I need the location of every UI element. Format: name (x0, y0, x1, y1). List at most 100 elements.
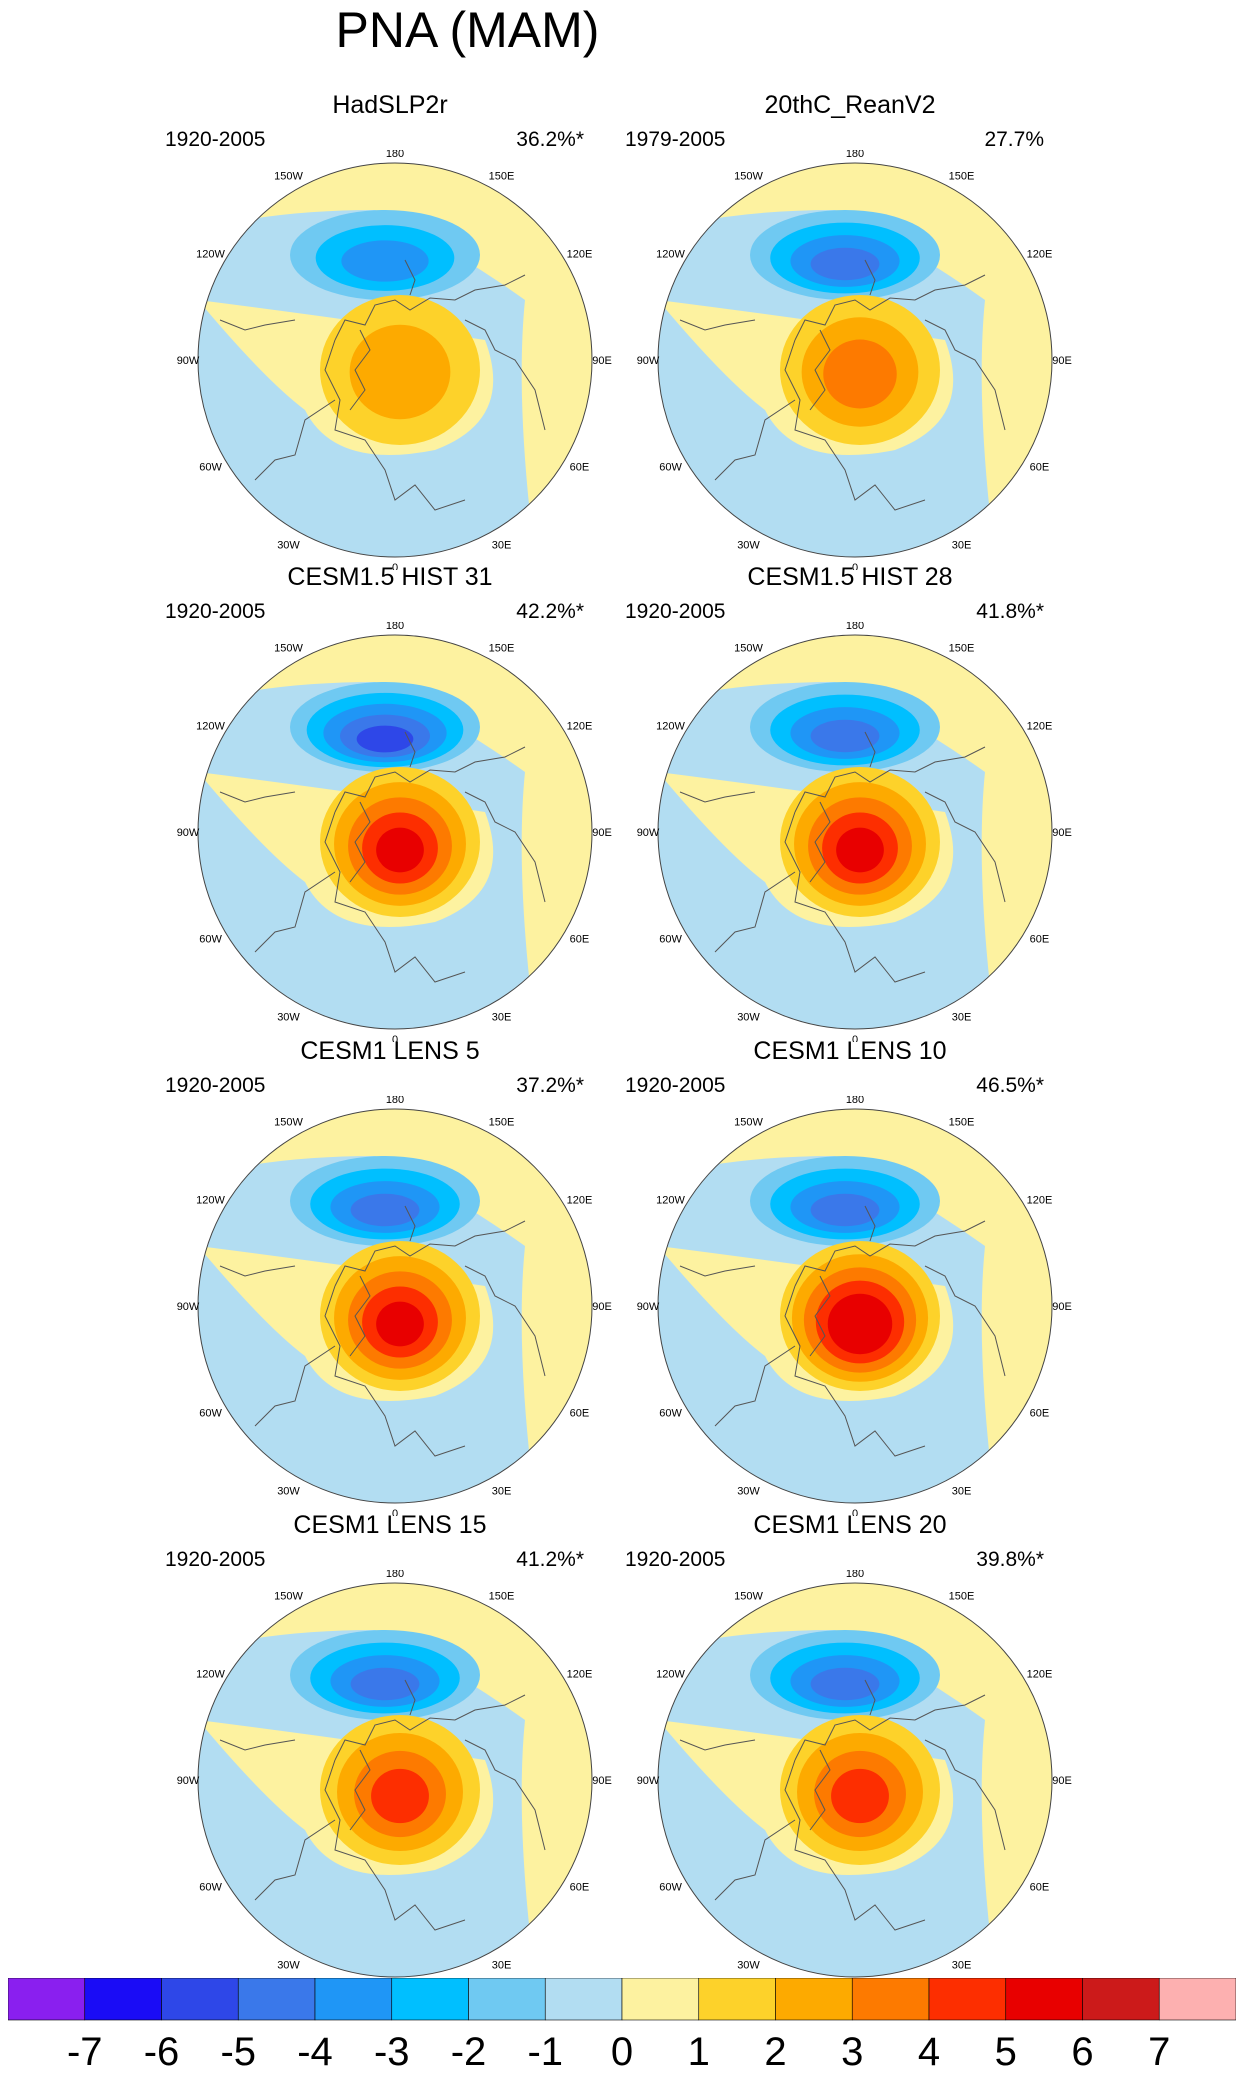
coastline (864, 1679, 876, 1716)
colorbar-tick-label: -3 (373, 2030, 410, 2074)
panel-title: CESM1.5 HIST 31 (287, 563, 493, 591)
positive-anomaly-region (198, 163, 592, 557)
colorbar-labels: -7 -6 -5 -4 -3 -2 -1 0 1 2 3 4 5 6 7 (8, 2030, 1232, 2080)
longitude-label: 60W (199, 1882, 222, 1894)
longitude-label: 30E (952, 1485, 972, 1497)
longitude-label: 0 (852, 562, 858, 570)
coastline (784, 811, 926, 983)
coastline (219, 791, 296, 803)
coastline (349, 801, 371, 883)
colorbar-tick-label: -1 (527, 2030, 564, 2074)
map-panel: 20thC_ReanV2 1979-2005 27.7% 180 150E 120E 90E… (620, 90, 1080, 570)
colorbar-tick-label: 6 (1071, 2030, 1094, 2074)
longitude-label: 30W (737, 1959, 760, 1971)
colorbar-bin (314, 1978, 393, 2021)
colorbar-bin (237, 1978, 316, 2021)
coastline (794, 1220, 986, 1287)
positive-anomaly-region (658, 1109, 1052, 1503)
longitude-label: 120E (1027, 1195, 1053, 1207)
coastline (679, 1265, 756, 1277)
coastline (464, 1739, 546, 1851)
colorbar-bin (161, 1978, 239, 2021)
explained-variance: 39.8%* (976, 1548, 1044, 1571)
low-pressure-contour (810, 719, 880, 753)
map-boundary (657, 1108, 1053, 1504)
coastline (349, 1275, 371, 1357)
high-pressure-contour (823, 339, 897, 409)
colorbar-tick-label: 4 (917, 2030, 941, 2074)
map-panel: CESM1 LENS 20 1920-2005 39.8%* 180 150E 120E 9… (620, 1510, 1080, 1990)
coastline (679, 791, 756, 803)
longitude-label: 30W (737, 1485, 760, 1497)
panel-period: 1920-2005 (625, 1548, 726, 1571)
longitude-label: 30W (277, 1959, 300, 1971)
colorbar-bin (1005, 1978, 1083, 2021)
explained-variance: 46.5%* (976, 1074, 1044, 1097)
longitude-label: 180 (386, 1570, 404, 1580)
coastline (714, 1345, 796, 1427)
panel-title: CESM1 LENS 5 (300, 1037, 480, 1065)
colorbar-bin (1082, 1978, 1160, 2021)
colorbar-tick-label: -7 (66, 2030, 103, 2074)
coastline (349, 1749, 371, 1831)
longitude-label: 60E (570, 1882, 590, 1894)
coastline (254, 399, 336, 481)
coastline (714, 871, 796, 953)
map-boundary (657, 1582, 1053, 1978)
longitude-label: 30W (277, 1011, 300, 1023)
longitude-label: 60E (1030, 1882, 1050, 1894)
colorbar-tick-label: 0 (610, 2030, 634, 2074)
longitude-label: 60E (1030, 1408, 1050, 1420)
longitude-label: 30E (952, 1011, 972, 1023)
longitude-label: 90E (1052, 355, 1072, 367)
longitude-label: 150E (489, 1591, 515, 1603)
panel-title: 20thC_ReanV2 (764, 91, 936, 119)
longitude-label: 60W (659, 1882, 682, 1894)
longitude-label: 30E (492, 1011, 512, 1023)
colorbar-bin (851, 1978, 930, 2021)
longitude-label: 0 (392, 1034, 398, 1042)
panel-period: 1920-2005 (165, 600, 266, 623)
longitude-label: 30W (277, 1485, 300, 1497)
low-pressure-contour (810, 247, 880, 281)
coastline (254, 1819, 336, 1901)
positive-anomaly-region (198, 1583, 592, 1977)
longitude-label: 30E (952, 539, 972, 551)
coastline (324, 339, 466, 511)
longitude-label: 90E (592, 1301, 612, 1313)
panel-period: 1920-2005 (165, 1548, 266, 1571)
low-pressure-contour (350, 1193, 420, 1227)
map-boundary (197, 162, 593, 558)
longitude-label: 150E (489, 171, 515, 183)
longitude-label: 60W (199, 462, 222, 474)
colorbar-tick-label: 7 (1148, 2030, 1171, 2074)
coastline (334, 1220, 526, 1287)
colorbar-tick-label: 5 (994, 2030, 1017, 2074)
longitude-label: 90W (177, 355, 200, 367)
longitude-label: 150E (949, 171, 975, 183)
longitude-label: 90E (1052, 827, 1072, 839)
coastline (404, 731, 416, 768)
positive-anomaly-region (198, 635, 592, 1029)
map-boundary (657, 634, 1053, 1030)
longitude-label: 60W (659, 462, 682, 474)
coastline (324, 811, 466, 983)
longitude-label: 180 (386, 622, 404, 632)
longitude-label: 60E (1030, 934, 1050, 946)
colorbar-bin (928, 1978, 1007, 2021)
colorbar-bin (775, 1978, 853, 2021)
explained-variance: 41.2%* (516, 1548, 584, 1571)
map-boundary (657, 162, 1053, 558)
coastline (219, 319, 296, 331)
positive-anomaly-region (198, 1109, 592, 1503)
coastline (324, 1759, 466, 1931)
longitude-label: 150E (489, 1117, 515, 1129)
map-panel: CESM1.5 HIST 31 1920-2005 42.2%* 180 150E 120… (160, 562, 620, 1042)
longitude-label: 0 (852, 1034, 858, 1042)
colorbar-tick-label: 2 (764, 2030, 787, 2074)
longitude-label: 180 (846, 150, 864, 160)
longitude-label: 150W (274, 171, 303, 183)
coastline (404, 1205, 416, 1242)
longitude-label: 120E (1027, 721, 1053, 733)
coastline (794, 1694, 986, 1761)
